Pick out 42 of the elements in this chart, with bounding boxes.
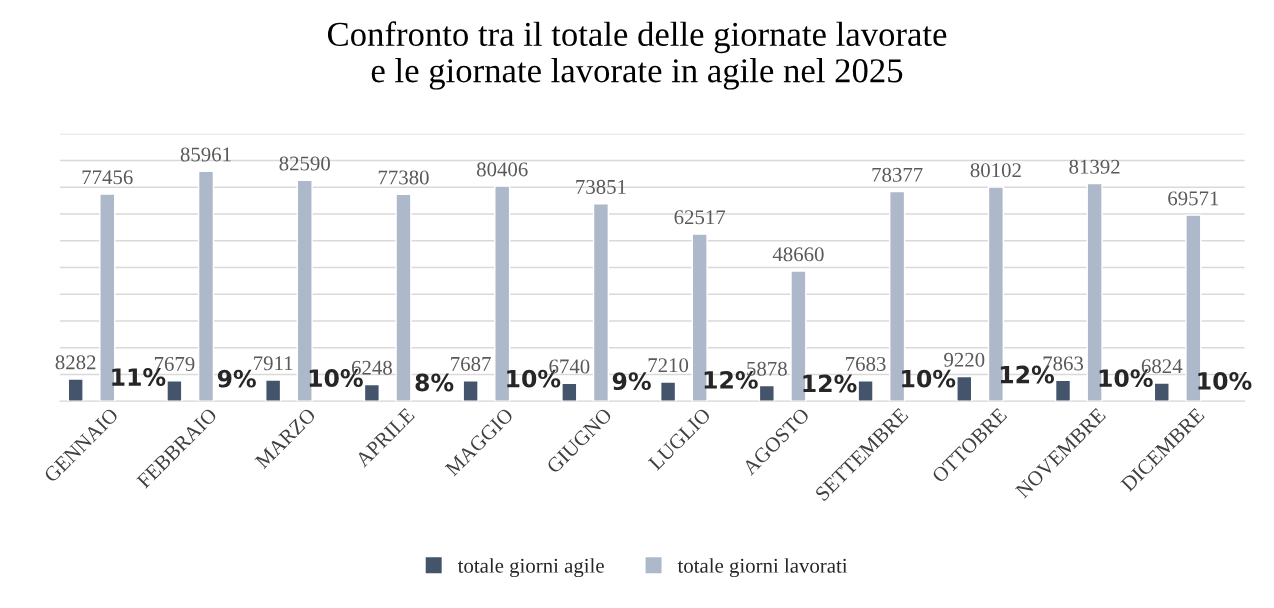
bar <box>1054 379 1072 402</box>
data-label: 82590 <box>279 156 330 171</box>
bar <box>1153 382 1170 402</box>
data-label: 77380 <box>378 170 429 185</box>
bar <box>659 381 677 402</box>
bar <box>592 203 610 402</box>
annotation: 9% <box>612 372 651 391</box>
annotation: 10% <box>1198 372 1252 390</box>
legend-label: totale giorni lavorati <box>677 558 848 578</box>
data-label: 7911 <box>254 356 293 371</box>
data-label: 73851 <box>576 179 626 194</box>
data-label: 77456 <box>82 170 133 185</box>
bar <box>857 380 874 402</box>
data-label: 69571 <box>1168 191 1219 206</box>
bar <box>363 383 380 402</box>
annotation: 8% <box>415 373 454 392</box>
data-label: 7210 <box>648 358 689 373</box>
bar <box>197 170 215 402</box>
chart-title: Confronto tra il totale delle giornate lavorate e le giornate lavorate in agile nel 2025 <box>327 21 947 90</box>
data-label: 7683 <box>846 356 886 371</box>
data-label: 78377 <box>872 167 923 182</box>
data-label: 62517 <box>674 210 726 225</box>
legend-label: totale giorni agile <box>457 558 604 578</box>
data-label: 81392 <box>1069 159 1120 174</box>
annotation: 10% <box>902 369 956 388</box>
bar <box>956 375 973 402</box>
bar <box>265 379 282 402</box>
bar <box>561 382 578 402</box>
data-label: 8282 <box>55 355 96 370</box>
data-label: 80406 <box>476 162 528 177</box>
data-label: 80102 <box>970 163 1021 178</box>
bar <box>462 380 479 402</box>
bar <box>395 193 412 402</box>
data-label: 48660 <box>772 247 824 262</box>
annotation: 12% <box>803 374 857 393</box>
bar <box>166 380 183 402</box>
data-label: 9220 <box>944 352 985 367</box>
data-label: 7687 <box>451 356 491 371</box>
bar <box>67 378 84 402</box>
bar <box>758 384 775 402</box>
annotation: 9% <box>217 369 256 388</box>
data-label: 85961 <box>180 147 231 162</box>
